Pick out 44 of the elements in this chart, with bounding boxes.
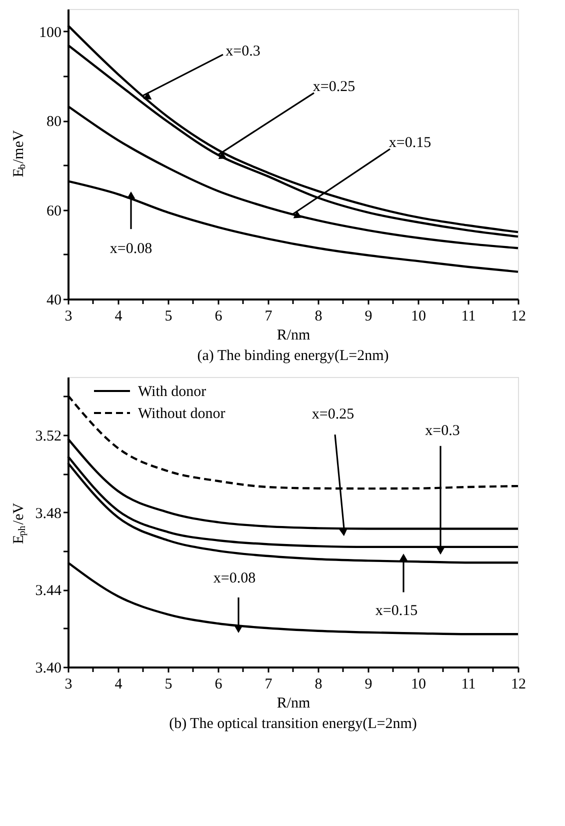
annotation: x=0.15 <box>388 135 432 152</box>
x-tick-label: 9 <box>364 676 372 692</box>
x-tick-label: 7 <box>264 308 273 324</box>
text: (a) The binding energy(L=2nm) <box>197 348 389 364</box>
y-tick-label: 3.40 <box>35 660 62 676</box>
annotation: x=0.3 <box>226 44 260 60</box>
y-tick-label: 60 <box>46 203 62 220</box>
y-tick-label: 3.44 <box>35 583 62 600</box>
x-tick-label: 8 <box>314 676 322 692</box>
y-tick-label: 100 <box>39 24 62 41</box>
x-tick-label: 3 <box>64 676 72 692</box>
x-tick-label: 5 <box>164 308 172 324</box>
x-axis-title: R/nm <box>276 696 310 712</box>
y-tick-label: 40 <box>46 292 62 308</box>
x-tick-label: 6 <box>214 308 223 324</box>
x-tick-label: 3 <box>64 308 72 324</box>
y-tick-label: 80 <box>46 114 62 130</box>
x-tick-label: 10 <box>411 308 426 324</box>
x-axis-title: R/nm <box>276 328 310 344</box>
annotation: x=0.08 <box>110 241 152 258</box>
x-tick-label: 11 <box>461 676 476 692</box>
x-tick-label: 7 <box>264 676 273 692</box>
x-tick-label: 9 <box>364 308 372 324</box>
y-axis-title: Eb/meV <box>11 130 28 178</box>
x-tick-label: 4 <box>114 676 123 692</box>
y-tick-label: 3.52 <box>35 428 62 444</box>
x-tick-label: 12 <box>511 308 526 324</box>
annotation: x=0.3 <box>425 422 460 439</box>
x-tick-label: 6 <box>214 676 223 692</box>
x-tick-label: 5 <box>164 676 172 692</box>
x-tick-label: 8 <box>314 308 322 324</box>
legend-label: With donor <box>138 384 206 400</box>
y-tick-label: 3.48 <box>35 506 62 522</box>
annotation: x=0.25 <box>312 78 356 95</box>
annotation: x=0.08 <box>213 570 256 586</box>
y-axis-title: Eph/eV <box>11 502 28 544</box>
legend-label: Without donor <box>138 406 226 422</box>
annotation: x=0.15 <box>375 603 418 620</box>
annotation: x=0.25 <box>312 406 354 423</box>
text: (b) The optical transition energy(L=2nm) <box>169 716 417 732</box>
x-tick-label: 12 <box>511 676 526 692</box>
x-tick-label: 11 <box>461 308 476 324</box>
x-tick-label: 4 <box>114 308 123 324</box>
x-tick-label: 10 <box>411 676 426 692</box>
